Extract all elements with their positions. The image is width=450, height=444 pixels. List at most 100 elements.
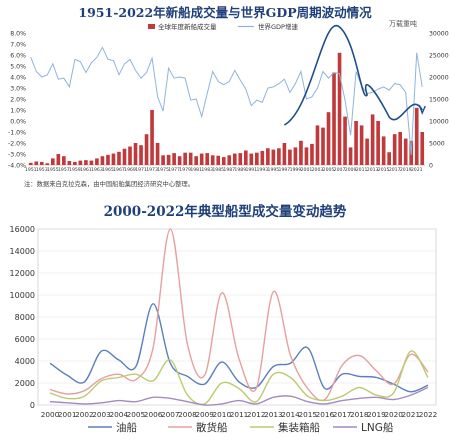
top-bar <box>271 149 276 165</box>
top-x-tick-label: 1983 <box>201 167 213 173</box>
bottom-y-tick-label: 10000 <box>10 291 35 300</box>
bottom-legend-label: 散货船 <box>196 421 228 434</box>
bottom-x-tick-label: 2010 <box>213 410 232 419</box>
top-x-tick-label: 1953 <box>36 167 48 173</box>
top-left-tick-label: 7.0% <box>10 42 26 49</box>
top-bar <box>359 125 364 165</box>
top-x-tick-label: 2009 <box>345 167 357 173</box>
bottom-x-tick-label: 2002 <box>75 410 94 419</box>
top-x-tick-label: 1987 <box>223 167 235 173</box>
top-right-tick-label: 15000 <box>429 97 449 104</box>
top-left-tick-label: 6.0% <box>10 53 26 60</box>
bottom-y-tick-label: 14000 <box>10 247 35 256</box>
top-bar <box>370 114 375 165</box>
top-left-tick-label: -3.0% <box>8 152 26 159</box>
top-chart-title: 1951-2022年新船成交量与世界GDP周期波动情况 <box>78 5 372 20</box>
bottom-x-tick-label: 2006 <box>144 410 163 419</box>
top-bar <box>266 148 270 165</box>
bottom-x-tick-label: 2003 <box>92 410 111 419</box>
top-bar <box>255 152 259 165</box>
top-x-tick-label: 1995 <box>268 167 280 173</box>
top-x-tick-label: 1955 <box>47 167 59 173</box>
top-left-tick-label: 5.0% <box>10 64 26 71</box>
top-bar <box>337 52 342 165</box>
top-x-tick-label: 1991 <box>245 167 257 173</box>
top-legend-bar-swatch <box>148 24 155 29</box>
top-bar <box>210 155 215 165</box>
top-right-tick-label: 25000 <box>429 53 449 60</box>
top-x-tick-label: 2011 <box>356 167 368 173</box>
top-chart-source-note: 注：数据来自克拉克森，由中国船舶集团经济研究中心整理。 <box>24 181 195 188</box>
bottom-x-tick-label: 2022 <box>419 410 438 419</box>
top-bar <box>216 155 221 165</box>
top-bar <box>332 72 336 165</box>
top-bar <box>172 153 176 165</box>
top-bar <box>161 155 165 165</box>
bottom-series-line <box>49 303 429 393</box>
top-trend-annotation <box>283 24 423 126</box>
top-left-tick-label: 4.0% <box>10 75 26 82</box>
top-bar <box>122 148 127 165</box>
top-right-tick-label: 30000 <box>429 31 449 38</box>
top-left-tick-label: -4.0% <box>8 163 26 170</box>
bottom-legend-label: LNG船 <box>361 421 394 434</box>
bottom-x-tick-label: 2009 <box>195 410 214 419</box>
top-bar <box>117 151 121 165</box>
top-right-tick-label: 10000 <box>429 119 449 126</box>
top-x-tick-label: 1985 <box>212 167 224 173</box>
bottom-x-tick-label: 2018 <box>350 410 369 419</box>
top-left-tick-label: -2.0% <box>8 141 26 148</box>
bottom-legend-label: 油船 <box>116 421 137 434</box>
top-bar <box>321 127 325 165</box>
top-bar <box>89 160 94 165</box>
top-chart-right-axis-unit: 万载重吨 <box>389 20 417 28</box>
top-x-tick-label: 2019 <box>400 167 412 173</box>
top-bar <box>354 121 358 165</box>
top-x-tick-label: 1967 <box>113 167 125 173</box>
top-bar <box>34 161 39 165</box>
top-x-tick-label: 2015 <box>378 167 390 173</box>
top-x-tick-label: 1981 <box>190 167 202 173</box>
top-x-tick-label: 1973 <box>146 167 158 173</box>
top-bar <box>365 138 369 165</box>
top-right-tick-label: 20000 <box>429 75 449 82</box>
bottom-series-line <box>49 386 429 406</box>
top-bar <box>238 153 243 165</box>
top-bar <box>56 154 61 165</box>
top-gdp-line <box>30 46 423 156</box>
top-bar <box>403 138 408 165</box>
top-left-tick-label: 0.0% <box>10 119 26 126</box>
top-bar <box>398 132 403 165</box>
bottom-x-tick-label: 2007 <box>161 410 180 419</box>
top-x-tick-label: 1993 <box>256 167 268 173</box>
top-x-tick-label: 1965 <box>102 167 114 173</box>
top-bar <box>304 147 309 165</box>
bottom-series-line <box>49 228 429 402</box>
top-bar <box>183 152 187 165</box>
top-bar <box>293 147 298 165</box>
top-bar <box>299 140 303 165</box>
top-bar <box>106 154 110 165</box>
top-bar <box>155 143 160 165</box>
top-bar <box>282 143 287 165</box>
bottom-y-tick-label: 4000 <box>15 357 35 366</box>
bottom-legend-label: 集装箱船 <box>278 421 320 434</box>
top-right-tick-label: 5000 <box>429 141 445 148</box>
top-x-tick-label: 2003 <box>312 167 324 173</box>
top-bar <box>414 107 419 165</box>
bottom-x-tick-label: 2021 <box>402 410 421 419</box>
top-left-tick-label: -1.0% <box>8 130 26 137</box>
top-bar <box>144 134 149 165</box>
bottom-x-tick-label: 2011 <box>230 410 249 419</box>
bottom-y-tick-label: 16000 <box>10 225 35 234</box>
top-bar <box>326 112 331 165</box>
top-bar <box>188 152 193 165</box>
bottom-y-tick-label: 2000 <box>15 379 35 388</box>
top-bar <box>133 143 138 165</box>
top-left-tick-label: 1.0% <box>10 108 26 115</box>
top-x-tick-label: 1999 <box>290 167 302 173</box>
bottom-x-tick-label: 2013 <box>264 410 283 419</box>
bottom-x-tick-label: 2020 <box>384 410 403 419</box>
bottom-x-tick-label: 2000 <box>41 410 60 419</box>
